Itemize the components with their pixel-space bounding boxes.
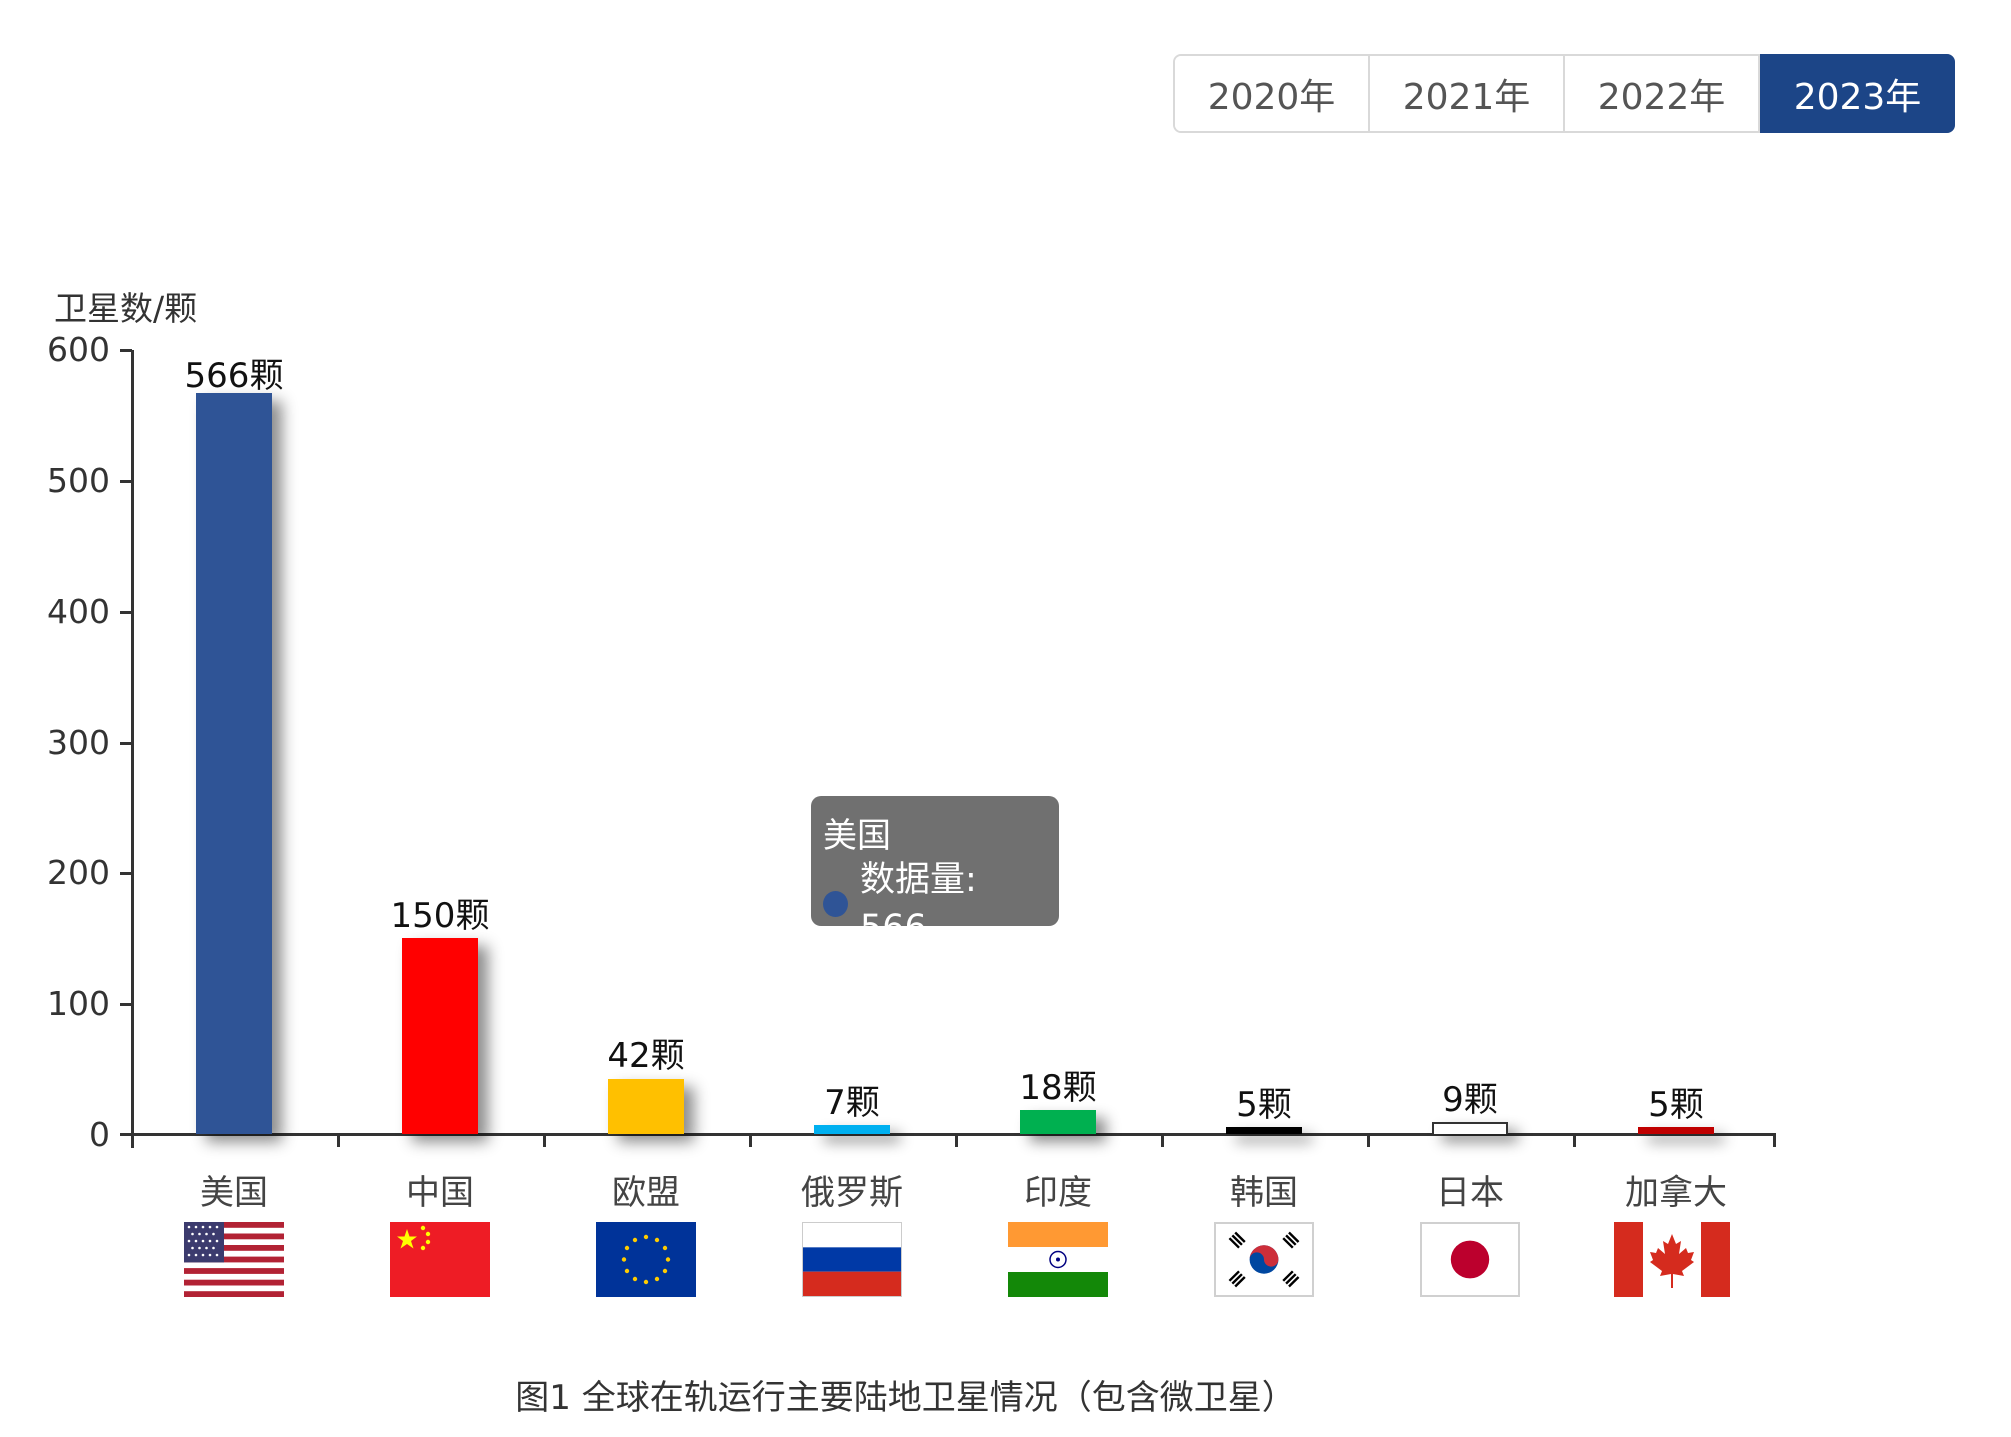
value-label-india: 18颗	[1019, 1068, 1097, 1108]
x-tick	[337, 1134, 340, 1147]
value-label-canada: 5颗	[1648, 1085, 1704, 1125]
value-label-japan: 9颗	[1442, 1080, 1498, 1120]
y-tick	[120, 872, 132, 875]
y-tick	[120, 349, 132, 352]
bar-canada[interactable]	[1638, 1127, 1714, 1134]
figure-caption: 图1 全球在轨运行主要陆地卫星情况（包含微卫星）	[0, 1370, 2011, 1419]
value-label-korea: 5颗	[1236, 1085, 1292, 1125]
x-tick	[1773, 1134, 1776, 1147]
bar-japan[interactable]	[1432, 1122, 1508, 1134]
y-tick	[120, 1133, 132, 1136]
korea-flag-icon	[1214, 1222, 1314, 1297]
bar-eu[interactable]	[608, 1079, 684, 1134]
y-tick	[120, 611, 132, 614]
y-axis-line	[131, 350, 134, 1148]
tab-2022[interactable]: 2022年	[1565, 56, 1760, 131]
x-tick	[1161, 1134, 1164, 1147]
x-tick	[1573, 1134, 1576, 1147]
tooltip: 美国 数据量: 566	[811, 796, 1059, 948]
y-tick-label: 100	[47, 984, 110, 1023]
y-tick-label: 400	[47, 592, 110, 631]
figure-caption-text: 图1 全球在轨运行主要陆地卫星情况（包含微卫星）	[515, 1378, 1296, 1418]
y-tick	[120, 742, 132, 745]
x-tick	[543, 1134, 546, 1147]
value-label-usa: 566颗	[184, 356, 284, 396]
bar-russia[interactable]	[814, 1125, 890, 1134]
category-label-canada: 加拿大	[1625, 1173, 1727, 1213]
bar-usa[interactable]	[196, 393, 272, 1134]
x-tick	[955, 1134, 958, 1147]
india-flag-icon	[1008, 1222, 1108, 1297]
japan-flag-icon	[1420, 1222, 1520, 1297]
year-tab-group: 2020年 2021年 2022年 2023年	[1173, 54, 1955, 133]
bar-korea[interactable]	[1226, 1127, 1302, 1134]
category-label-eu: 欧盟	[612, 1173, 680, 1213]
value-label-russia: 7颗	[824, 1083, 880, 1123]
russia-flag-icon	[802, 1222, 902, 1297]
tab-2020[interactable]: 2020年	[1175, 56, 1370, 131]
category-label-russia: 俄罗斯	[801, 1173, 903, 1213]
category-label-usa: 美国	[200, 1173, 268, 1213]
tooltip-title: 美国	[823, 816, 891, 856]
bar-china[interactable]	[402, 938, 478, 1134]
y-tick-label: 600	[47, 330, 110, 369]
category-label-korea: 韩国	[1230, 1173, 1298, 1213]
usa-flag-icon	[184, 1222, 284, 1297]
x-tick	[749, 1134, 752, 1147]
y-tick-label: 200	[47, 853, 110, 892]
y-tick-label: 0	[89, 1115, 110, 1154]
value-label-china: 150颗	[390, 896, 490, 936]
tab-2021[interactable]: 2021年	[1370, 56, 1565, 131]
y-tick	[120, 1003, 132, 1006]
tooltip-row: 数据量: 566	[823, 856, 1047, 952]
x-tick	[1367, 1134, 1370, 1147]
x-tick	[131, 1134, 134, 1147]
y-tick-label: 500	[47, 461, 110, 500]
x-axis-line	[131, 1133, 1776, 1136]
tab-2023[interactable]: 2023年	[1760, 54, 1955, 133]
eu-flag-icon	[596, 1222, 696, 1297]
china-flag-icon	[390, 1222, 490, 1297]
y-axis-title: 卫星数/颗	[54, 289, 198, 328]
category-label-india: 印度	[1024, 1173, 1092, 1213]
bar-india[interactable]	[1020, 1110, 1096, 1134]
series-marker-icon	[823, 891, 848, 917]
y-tick-label: 300	[47, 723, 110, 762]
category-label-japan: 日本	[1436, 1173, 1504, 1213]
tooltip-value: 数据量: 566	[859, 860, 977, 948]
value-label-eu: 42颗	[607, 1036, 685, 1076]
category-label-china: 中国	[406, 1173, 474, 1213]
y-tick	[120, 480, 132, 483]
canada-flag-icon	[1614, 1222, 1730, 1297]
